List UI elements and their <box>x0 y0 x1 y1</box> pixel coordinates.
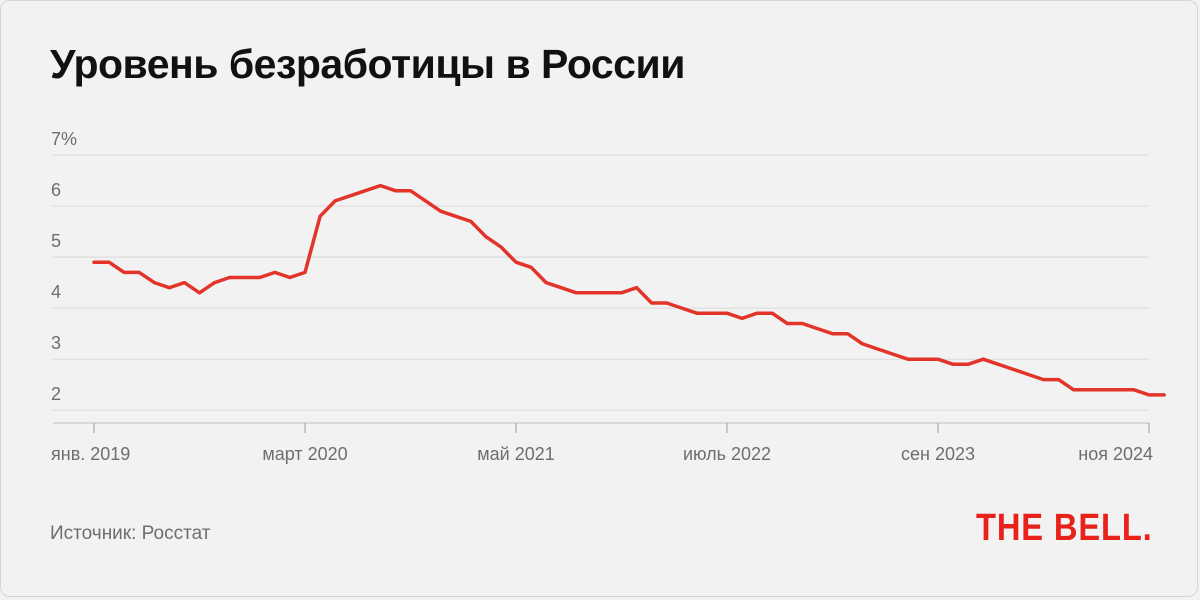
data-point <box>107 261 111 264</box>
data-point <box>771 312 774 315</box>
source-note: Источник: Росстат <box>50 523 211 544</box>
data-point <box>454 215 457 218</box>
data-point <box>575 291 578 295</box>
data-point <box>1102 388 1105 392</box>
data-point <box>816 327 819 330</box>
data-point <box>1132 388 1136 392</box>
data-point <box>1057 378 1060 381</box>
x-tick-label: сен 2023 <box>901 444 975 464</box>
data-point <box>966 363 970 366</box>
series-layer <box>92 183 1166 397</box>
data-point <box>349 194 352 198</box>
data-point <box>153 281 156 284</box>
data-point <box>680 306 683 310</box>
x-tick-label: янв. 2019 <box>51 444 130 464</box>
x-axis: янв. 2019 март 2020 май 2021 июль 2022 сен 2… <box>51 422 1153 464</box>
data-point <box>273 271 277 274</box>
data-point <box>318 215 322 218</box>
data-point <box>122 271 126 274</box>
y-tick-label: 7% <box>51 129 77 149</box>
y-tick-label: 4 <box>51 282 61 302</box>
data-point <box>906 357 910 361</box>
the-bell-logo: THE BELL. <box>976 507 1153 549</box>
data-point <box>364 189 367 192</box>
data-point <box>951 363 955 366</box>
data-point <box>333 199 337 203</box>
data-point <box>861 342 864 346</box>
data-point <box>228 276 231 279</box>
data-point <box>303 271 307 274</box>
data-point <box>1012 368 1015 371</box>
data-point <box>379 184 382 187</box>
data-point <box>258 276 261 279</box>
x-tick-label: ноя 2024 <box>1078 444 1153 464</box>
data-point <box>469 220 472 223</box>
data-point <box>394 189 397 192</box>
data-point <box>936 357 940 361</box>
data-point <box>138 271 141 274</box>
y-tick-label: 2 <box>51 384 61 404</box>
data-point <box>424 199 427 203</box>
data-point <box>831 332 834 335</box>
data-point <box>1162 393 1166 397</box>
data-point <box>891 352 894 356</box>
data-point <box>544 281 548 284</box>
data-point <box>650 301 653 305</box>
data-point <box>560 286 563 289</box>
data-point <box>529 266 533 269</box>
data-point <box>1117 388 1121 392</box>
data-point <box>755 312 759 315</box>
data-point <box>1087 388 1090 392</box>
y-axis-labels: 7% 6 5 4 3 2 <box>51 129 77 404</box>
data-point <box>786 322 789 325</box>
data-point <box>288 276 292 279</box>
data-point <box>439 209 442 213</box>
x-tick-label: июль 2022 <box>683 444 771 464</box>
data-point <box>499 245 503 249</box>
data-point <box>982 357 985 361</box>
gridlines <box>53 154 1149 411</box>
data-point <box>183 281 186 284</box>
chart-title: Уровень безработицы в России <box>50 41 685 87</box>
data-point <box>695 312 699 315</box>
data-point <box>1147 393 1151 397</box>
unemployment-series-line <box>92 183 1166 397</box>
y-tick-label: 5 <box>51 231 61 251</box>
data-point <box>740 317 744 320</box>
data-point <box>605 291 608 295</box>
data-point <box>710 312 714 315</box>
data-point <box>409 189 412 192</box>
x-tick-label: май 2021 <box>477 444 554 464</box>
data-point <box>213 281 216 284</box>
y-tick-label: 3 <box>51 333 61 353</box>
x-tick-label: март 2020 <box>262 444 347 464</box>
data-point <box>92 261 96 264</box>
data-point <box>168 286 171 289</box>
data-point <box>801 322 804 325</box>
data-point <box>921 357 925 361</box>
data-point <box>198 291 201 295</box>
data-point <box>876 347 879 351</box>
data-point <box>590 291 593 295</box>
data-point <box>484 235 488 238</box>
data-point <box>725 312 729 315</box>
data-point <box>1027 373 1030 376</box>
data-point <box>1042 378 1045 381</box>
y-tick-label: 6 <box>51 180 61 200</box>
data-point <box>243 276 246 279</box>
data-point <box>514 261 518 264</box>
data-point <box>665 301 668 305</box>
data-point <box>846 332 849 335</box>
data-point <box>1072 388 1075 392</box>
data-point <box>620 291 623 295</box>
data-point <box>635 286 638 289</box>
data-point <box>997 363 1000 366</box>
